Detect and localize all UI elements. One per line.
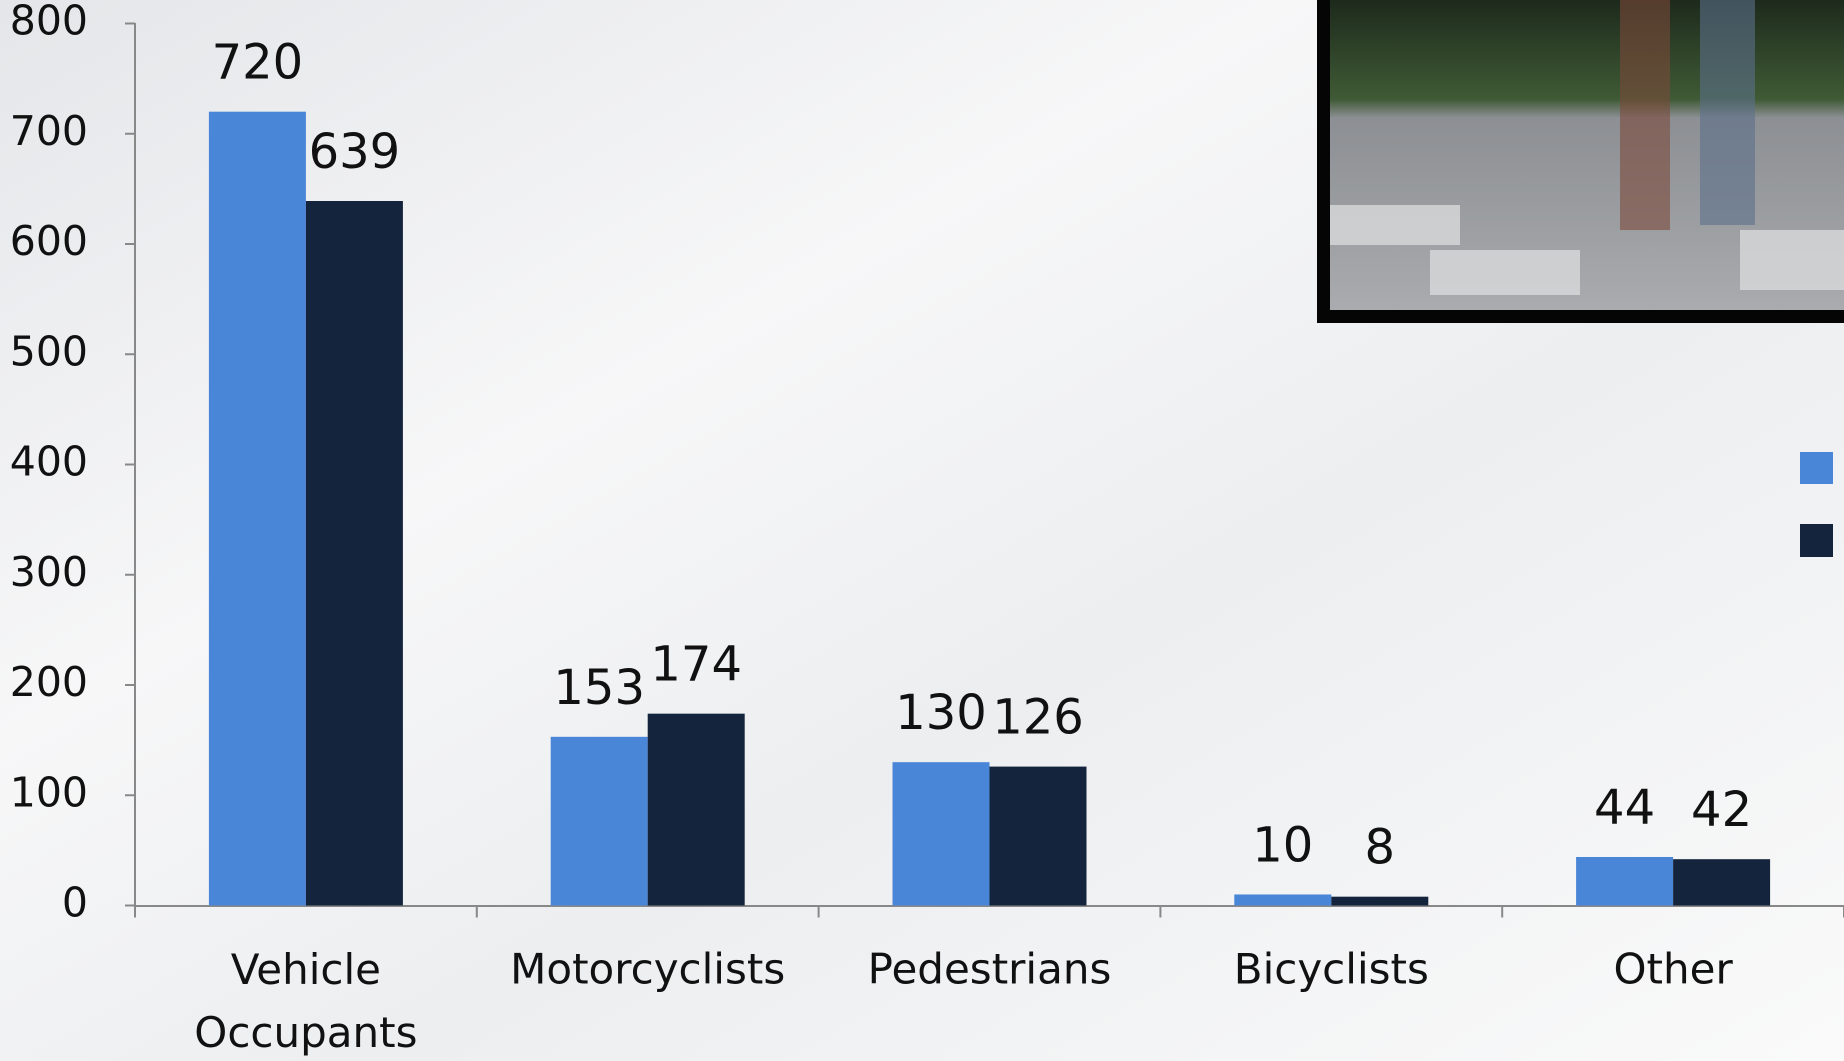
data-label: 174 [650, 637, 742, 693]
y-tick-label: 500 [10, 327, 88, 375]
y-tick-label: 600 [10, 217, 88, 265]
legend-swatch [1800, 452, 1833, 484]
y-tick-label: 300 [10, 548, 88, 596]
legend-swatch [1800, 524, 1833, 557]
data-label: 42 [1691, 782, 1752, 838]
bar [989, 766, 1087, 906]
y-tick-label: 400 [10, 438, 88, 486]
bar [550, 736, 648, 906]
data-label: 720 [212, 35, 304, 91]
x-tick-label: Vehicle Occupants [194, 945, 417, 1057]
photo [1317, 0, 1844, 323]
y-tick-label: 100 [10, 768, 88, 816]
bar [892, 762, 990, 906]
data-label: 10 [1252, 817, 1313, 873]
bar [647, 713, 745, 906]
bar [305, 201, 403, 906]
y-tick-label: 800 [10, 0, 88, 45]
x-tick-label: Motorcyclists [510, 945, 785, 994]
bar [1576, 856, 1674, 906]
bar [208, 111, 306, 906]
data-label: 130 [895, 685, 987, 741]
bar [1673, 859, 1771, 906]
x-tick-label: Pedestrians [868, 945, 1112, 994]
data-label: 126 [992, 690, 1084, 746]
data-label: 639 [309, 124, 401, 180]
data-label: 44 [1594, 780, 1655, 836]
x-tick-label: Other [1613, 945, 1733, 994]
data-label: 153 [553, 660, 645, 716]
y-tick-label: 700 [10, 107, 88, 155]
x-tick-label: Bicyclists [1234, 945, 1429, 994]
data-label: 8 [1365, 820, 1396, 876]
y-tick-label: 0 [62, 879, 88, 927]
y-tick-label: 200 [10, 658, 88, 706]
bar [1234, 894, 1332, 906]
bar [1331, 896, 1429, 906]
